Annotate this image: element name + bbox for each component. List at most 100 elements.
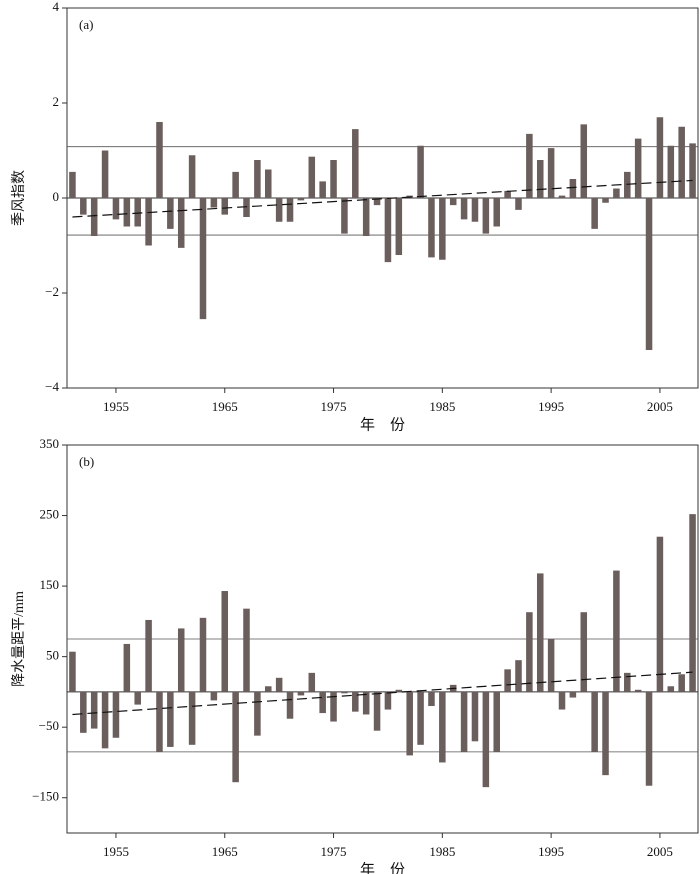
bar	[504, 669, 511, 692]
trend-line	[72, 179, 693, 218]
bar	[80, 198, 87, 215]
bar	[123, 643, 131, 692]
bar	[112, 691, 120, 738]
bar	[504, 190, 511, 198]
bar	[526, 133, 533, 198]
bar	[101, 691, 109, 749]
bar	[482, 691, 490, 788]
bar	[482, 198, 490, 234]
x-tick-label: 1975	[321, 844, 347, 859]
bar	[678, 674, 685, 692]
x-tick-label: 1955	[103, 844, 129, 859]
bar	[210, 691, 218, 701]
y-axis-label: 降水量距平/mm	[11, 591, 27, 687]
bar	[308, 156, 316, 198]
bar	[515, 660, 522, 692]
bar	[373, 198, 381, 206]
bar	[319, 691, 326, 714]
bar	[645, 691, 653, 786]
bar	[526, 612, 533, 692]
bar	[689, 143, 696, 198]
bar	[362, 198, 370, 236]
x-tick-label: 1965	[212, 399, 238, 414]
bar	[624, 171, 631, 198]
bar	[232, 691, 239, 783]
x-tick-label: 1955	[103, 399, 129, 414]
bar	[613, 570, 620, 692]
bar	[286, 198, 294, 222]
panel-label: (b)	[79, 454, 94, 469]
bar	[428, 198, 435, 258]
bar	[221, 198, 229, 215]
y-tick-label: −2	[45, 284, 59, 299]
bar	[536, 573, 544, 692]
bar	[656, 536, 664, 692]
bar	[101, 150, 109, 198]
bar	[145, 619, 152, 692]
bar	[667, 686, 675, 692]
bar	[569, 179, 577, 198]
bar	[428, 691, 435, 707]
bar	[362, 691, 370, 715]
x-tick-label: 1975	[321, 399, 347, 414]
y-axis-label: 季风指数	[11, 170, 27, 226]
bar	[80, 691, 87, 733]
x-axis-label: 年 份	[360, 416, 405, 433]
bar	[112, 198, 120, 220]
bar	[395, 689, 403, 692]
bar	[547, 639, 555, 692]
bar	[69, 651, 76, 692]
bar	[243, 198, 250, 217]
bar	[580, 124, 588, 198]
bar	[188, 691, 196, 745]
bar	[254, 691, 261, 736]
bar	[515, 198, 522, 210]
bar	[167, 691, 174, 747]
bar	[69, 171, 76, 198]
bar	[199, 617, 207, 692]
bar	[471, 198, 479, 222]
bar	[580, 612, 588, 692]
bar	[417, 691, 424, 745]
bar	[591, 691, 598, 752]
bar	[536, 160, 544, 198]
bar	[265, 169, 272, 198]
bar	[591, 198, 598, 229]
y-tick-label: 4	[53, 0, 60, 14]
bar	[602, 198, 609, 203]
bar	[167, 198, 174, 229]
bar	[417, 145, 424, 198]
bar	[90, 691, 98, 729]
bar	[460, 198, 468, 220]
bar	[330, 160, 337, 198]
bar	[232, 171, 239, 198]
bar	[308, 672, 316, 692]
bar	[460, 691, 468, 752]
x-tick-label: 2005	[647, 399, 673, 414]
bar	[243, 608, 250, 692]
bar	[90, 198, 98, 236]
bar	[449, 198, 457, 206]
panel-label: (a)	[79, 17, 93, 32]
x-tick-label: 1965	[212, 844, 238, 859]
bar	[352, 691, 359, 712]
bar	[624, 672, 631, 692]
bar	[319, 181, 326, 198]
bar	[558, 691, 566, 710]
bar	[297, 691, 305, 696]
y-tick-label: 2	[53, 94, 60, 109]
bar	[558, 195, 566, 198]
bar	[656, 117, 664, 198]
bar	[439, 691, 446, 763]
bar	[156, 691, 163, 752]
bar	[384, 691, 392, 710]
bar	[645, 198, 653, 350]
bar	[471, 691, 479, 742]
bar	[352, 129, 359, 198]
x-tick-label: 1985	[429, 399, 455, 414]
bar	[493, 198, 500, 227]
y-tick-label: 350	[40, 436, 60, 451]
bar	[373, 691, 381, 731]
bar	[210, 198, 218, 208]
